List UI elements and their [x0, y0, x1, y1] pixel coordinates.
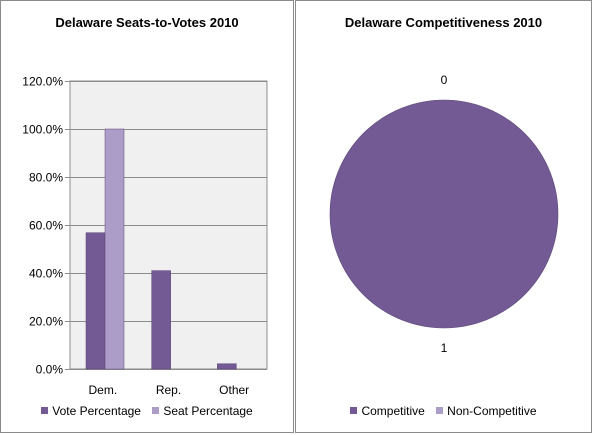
legend-swatch-vote-percentage [41, 407, 49, 414]
bar-chart-legend: Vote Percentage Seat Percentage [1, 404, 293, 418]
legend-label-non-competitive: Non-Competitive [447, 404, 537, 418]
x-tick-label: Dem. [88, 383, 117, 397]
pie-chart-svg: 10 [329, 73, 559, 355]
pie-slice-competitive [329, 99, 559, 329]
x-tick-label: Other [219, 383, 249, 397]
legend-swatch-competitive [350, 407, 358, 414]
y-tick-label: 20.0% [29, 315, 63, 329]
y-tick-label: 120.0% [22, 75, 63, 89]
legend-item-non-competitive: Non-Competitive [436, 404, 537, 418]
pie-data-label-competitive: 1 [441, 341, 448, 355]
y-tick-label: 0.0% [36, 363, 64, 377]
y-tick-label: 80.0% [29, 171, 63, 185]
legend-label-vote-percentage: Vote Percentage [52, 404, 141, 418]
bar-seat-percentage-dem [104, 128, 125, 370]
legend-label-seat-percentage: Seat Percentage [163, 404, 253, 418]
bar-vote-percentage-rep [151, 270, 171, 370]
bar-vote-percentage-dem [85, 232, 106, 370]
pie-data-label-non-competitive: 0 [441, 73, 448, 87]
bar-chart-title: Delaware Seats-to-Votes 2010 [55, 15, 239, 30]
legend-item-competitive: Competitive [350, 404, 425, 418]
legend-swatch-non-competitive [436, 407, 444, 414]
pie-chart-title: Delaware Competitiveness 2010 [344, 15, 543, 30]
seats-votes-chart-panel: Delaware Seats-to-Votes 2010 0.0% 20.0% 40… [0, 0, 294, 433]
y-tick-label: 40.0% [29, 267, 63, 281]
pie-chart-legend: Competitive Non-Competitive [296, 404, 591, 418]
y-tick-label: 100.0% [22, 123, 63, 137]
bar-vote-percentage-other [217, 363, 237, 370]
legend-item-vote-percentage: Vote Percentage [41, 404, 141, 418]
bar-chart-svg: 0.0% 20.0% 40.0% 60.0% 80.0% 100.0% 120.0% Dem.… [22, 75, 268, 397]
legend-label-competitive: Competitive [361, 404, 425, 418]
legend-item-seat-percentage: Seat Percentage [152, 404, 253, 418]
x-tick-label: Rep. [156, 383, 181, 397]
legend-swatch-seat-percentage [152, 407, 160, 414]
y-tick-label: 60.0% [29, 219, 63, 233]
